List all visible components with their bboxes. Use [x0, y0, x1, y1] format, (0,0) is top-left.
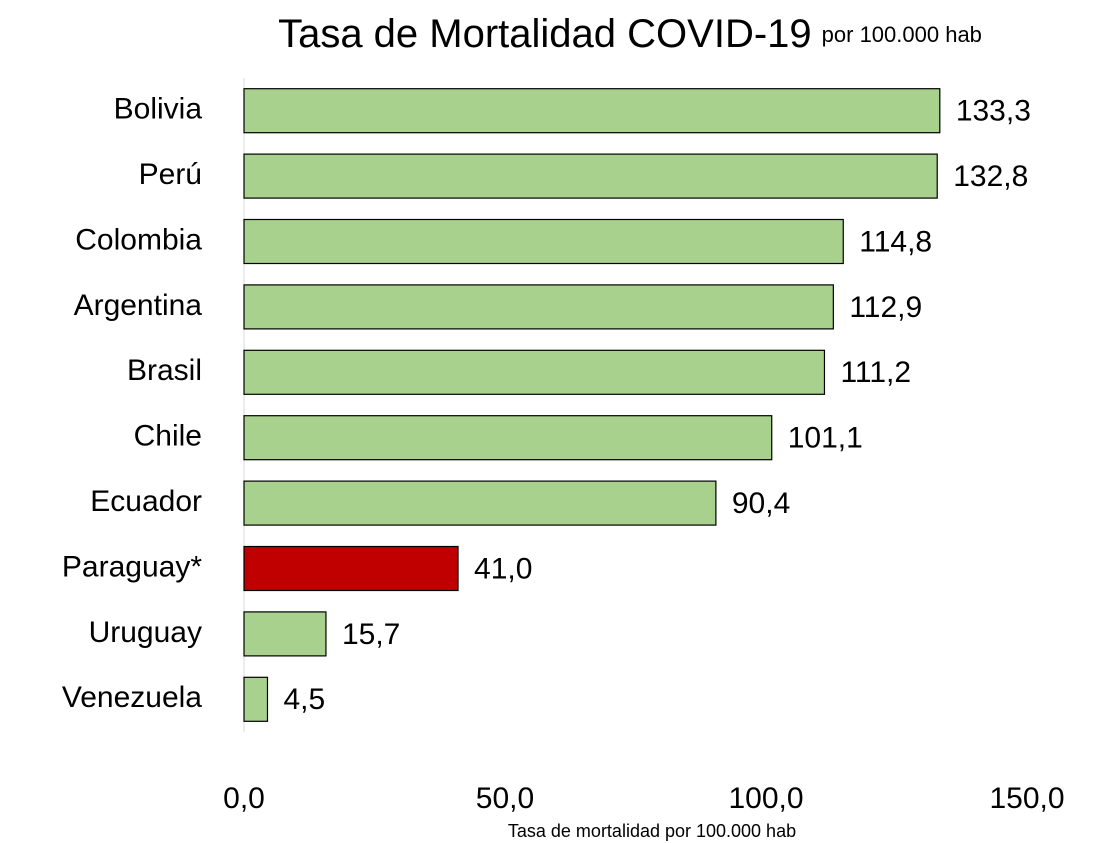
bar: [243, 88, 941, 134]
y-tick-label: Chile: [134, 420, 202, 453]
y-tick-label: Ecuador: [90, 485, 202, 518]
x-tick-label: 50,0: [476, 782, 534, 815]
x-tick-label: 150,0: [989, 782, 1064, 815]
value-label: 133,3: [956, 95, 1031, 128]
y-tick-label: Bolivia: [114, 93, 203, 126]
bar: [243, 218, 844, 265]
chart-title: Tasa de Mortalidad COVID-19: [278, 12, 812, 56]
bar: [243, 415, 773, 461]
value-label: 15,7: [342, 618, 400, 651]
value-label: 90,4: [732, 487, 790, 520]
value-label: 114,8: [859, 225, 932, 258]
x-tick-label: 100,0: [728, 782, 803, 815]
bar: [243, 676, 269, 722]
bar: [243, 545, 459, 592]
bar: [243, 611, 327, 657]
value-label: 132,8: [953, 160, 1028, 193]
y-tick-label: Venezuela: [62, 681, 202, 714]
value-label: 112,9: [849, 291, 922, 324]
value-label: 111,2: [840, 356, 911, 389]
chart-title-group: Tasa de Mortalidad COVID-19 por 100.000 h…: [278, 12, 982, 56]
y-tick-label: Colombia: [75, 223, 202, 256]
bar: [243, 153, 938, 199]
bar: [243, 480, 717, 526]
bar: [243, 284, 834, 330]
value-label: 4,5: [283, 683, 325, 716]
y-tick-label: Brasil: [127, 354, 202, 387]
y-tick-label: Perú: [139, 158, 202, 191]
bar: [243, 349, 826, 395]
value-label: 41,0: [474, 552, 532, 585]
x-tick-label: 0,0: [223, 782, 265, 815]
y-tick-label: Argentina: [74, 289, 203, 322]
y-tick-label: Paraguay*: [62, 550, 202, 583]
y-tick-label: Uruguay: [89, 616, 202, 649]
x-axis-label: Tasa de mortalidad por 100.000 hab: [508, 821, 796, 841]
chart-subtitle: por 100.000 hab: [822, 22, 982, 47]
value-label: 101,1: [788, 422, 863, 455]
